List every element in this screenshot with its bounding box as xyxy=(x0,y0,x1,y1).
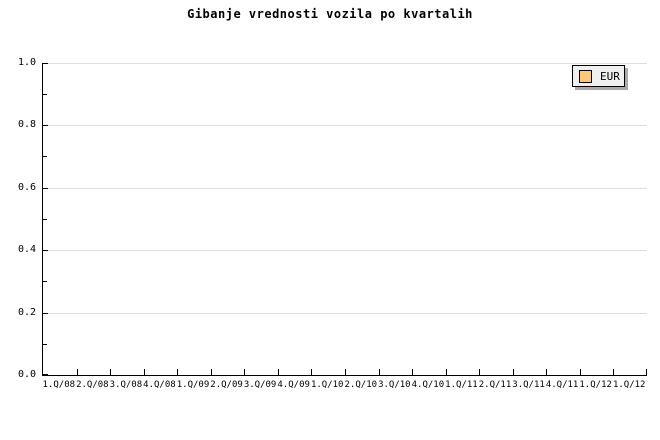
y-axis-labels: 1.0 0.8 0.6 0.4 0.2 0.0 xyxy=(0,57,36,380)
y-axis-label: 0.2 xyxy=(17,307,36,318)
y-major-tick xyxy=(43,374,48,375)
x-tick xyxy=(345,369,346,375)
x-axis-label: 2.Q/08 xyxy=(76,380,109,390)
x-axis-label: 2.Q/10 xyxy=(344,380,378,390)
x-tick xyxy=(412,369,413,375)
x-tick xyxy=(211,369,212,375)
x-axis-label: 1.Q/12 xyxy=(579,380,612,390)
y-minor-tick xyxy=(43,94,47,95)
x-tick xyxy=(479,369,480,375)
x-tick xyxy=(244,369,245,375)
x-tick xyxy=(177,369,178,375)
y-axis-label: 0.0 xyxy=(17,369,36,380)
x-tick xyxy=(379,369,380,375)
y-major-tick xyxy=(43,313,48,314)
x-axis-label: 4.Q/11 xyxy=(545,380,579,390)
x-axis-label: 1.Q/10 xyxy=(310,380,344,390)
x-axis-label: 1.Q/09 xyxy=(176,380,210,390)
chart-title: Gibanje vrednosti vozila po kvartalih xyxy=(187,7,473,21)
y-minor-tick xyxy=(43,156,47,157)
y-axis-label: 1.0 xyxy=(17,57,36,68)
x-tick xyxy=(110,369,111,375)
y-grid-line xyxy=(43,125,647,126)
x-tick xyxy=(613,369,614,375)
x-tick xyxy=(513,369,514,375)
x-axis-label: 2.Q/09 xyxy=(210,380,243,390)
y-grid-line xyxy=(43,250,647,251)
x-tick xyxy=(144,369,145,375)
x-axis-label: 3.Q/10 xyxy=(378,380,411,390)
x-axis-label: 4.Q/08 xyxy=(143,380,176,390)
x-tick xyxy=(546,369,547,375)
legend-series-label: EUR xyxy=(600,69,620,83)
x-tick xyxy=(311,369,312,375)
x-axis-labels: 1.Q/08 2.Q/08 3.Q/08 4.Q/08 1.Q/09 2.Q/09 3.Q/… xyxy=(42,379,646,391)
x-tick xyxy=(77,369,78,375)
x-axis-label: 4.Q/09 xyxy=(277,380,310,390)
y-grid-line xyxy=(43,188,647,189)
y-axis-label: 0.4 xyxy=(17,244,36,255)
y-grid-line xyxy=(43,63,647,64)
y-axis-label: 0.6 xyxy=(17,182,36,193)
y-minor-tick xyxy=(43,219,47,220)
x-axis-label: 1.Q/11 xyxy=(445,380,478,390)
y-major-tick xyxy=(43,125,48,126)
y-minor-tick xyxy=(43,344,47,345)
legend-swatch-eur xyxy=(579,69,592,83)
x-axis-label: 3.Q/11 xyxy=(512,380,545,390)
legend: EUR xyxy=(572,65,625,87)
y-grid-line xyxy=(43,313,647,314)
x-axis-label: 1.Q/12 xyxy=(612,380,646,390)
y-axis-label: 0.8 xyxy=(17,119,36,130)
x-tick xyxy=(646,369,647,375)
x-axis-label: 3.Q/08 xyxy=(109,380,143,390)
x-axis-label: 2.Q/11 xyxy=(478,380,512,390)
x-axis-label: 3.Q/09 xyxy=(243,380,277,390)
y-major-tick xyxy=(43,63,48,64)
x-axis-label: 1.Q/08 xyxy=(42,380,76,390)
y-major-tick xyxy=(43,188,48,189)
y-minor-tick xyxy=(43,281,47,282)
x-tick xyxy=(580,369,581,375)
y-major-tick xyxy=(43,250,48,251)
x-axis-label: 4.Q/10 xyxy=(411,380,445,390)
x-tick xyxy=(446,369,447,375)
x-tick xyxy=(278,369,279,375)
plot-area xyxy=(42,63,647,376)
